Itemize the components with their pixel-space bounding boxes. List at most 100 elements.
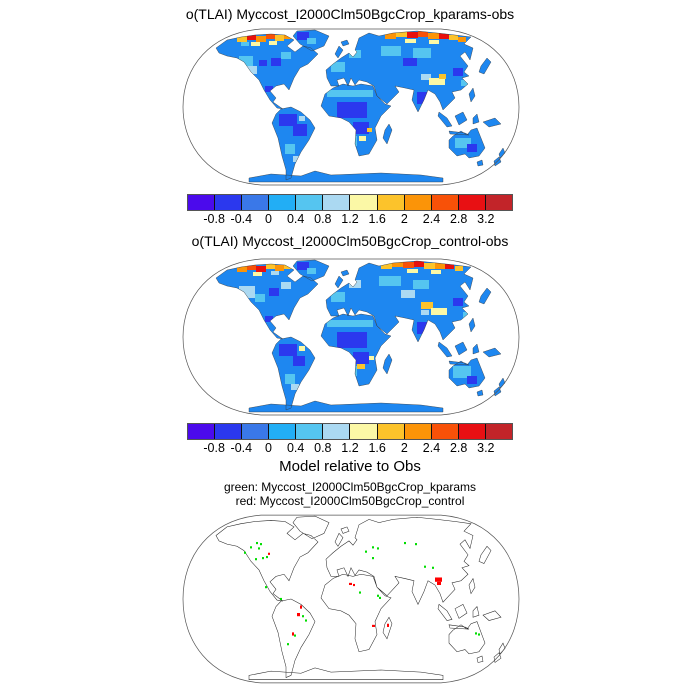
marker [297, 612, 300, 617]
data-cell [255, 294, 265, 302]
data-cell [467, 144, 477, 152]
colorbar-tick-label: -0.4 [230, 441, 253, 455]
data-cell [414, 261, 424, 267]
colorbar-cell [215, 424, 243, 439]
marker [292, 632, 294, 636]
colorbar-tick-label: 0 [265, 441, 272, 455]
marker [359, 591, 361, 594]
colorbar-cell [377, 424, 405, 439]
data-cell [385, 33, 396, 39]
data-cell [337, 102, 367, 118]
colorbar-cell [431, 424, 459, 439]
colorbar-tick-label: 0.4 [286, 441, 305, 455]
legend-green-label: green: Myccost_I2000Clm50BgcCrop_kparams [223, 480, 477, 494]
data-cell [297, 32, 309, 40]
data-cell [307, 268, 316, 274]
data-cell [281, 282, 291, 289]
data-cell [401, 290, 415, 298]
marker [287, 643, 289, 646]
marker [404, 541, 406, 545]
data-cell [245, 304, 250, 308]
data-cell [421, 302, 433, 309]
data-cell [349, 50, 361, 58]
data-cell [379, 276, 401, 286]
data-cell [421, 310, 429, 315]
colorbar-cell [404, 424, 432, 439]
data-cell [449, 35, 458, 40]
colorbar-cell [296, 195, 324, 210]
legend-red-label: red: Myccost_I2000Clm50BgcCrop_control [235, 494, 465, 508]
data-cell [327, 90, 373, 97]
data-cell [247, 263, 256, 270]
colorbar-tick-label: 0.8 [314, 212, 332, 226]
colorbar-tick-label: -0.8 [203, 212, 225, 226]
marker [372, 557, 374, 560]
data-cell [417, 322, 431, 334]
data-cell [291, 384, 299, 390]
data-cell [403, 58, 417, 66]
colorbar-tick-label: 2.8 [449, 441, 468, 455]
marker [262, 557, 264, 560]
data-cell [421, 74, 431, 80]
data-cell [247, 66, 257, 74]
marker [244, 551, 246, 554]
world-map-kparams-minus-obs [182, 28, 520, 186]
colorbar-tick-label: 1.6 [368, 212, 386, 226]
data-cell [353, 352, 369, 364]
data-cell [413, 280, 429, 289]
data-cell [428, 33, 439, 39]
data-cell [299, 346, 305, 351]
panel2-title: o(TLAI) Myccost_I2000Clm50BgcCrop_contro… [191, 233, 509, 249]
marker [250, 546, 252, 549]
data-cell [293, 356, 305, 366]
data-cell [455, 138, 471, 148]
data-cell [381, 263, 392, 269]
data-cell [429, 78, 445, 85]
marker [280, 597, 282, 601]
data-cell [237, 36, 247, 42]
data-cell [405, 39, 416, 43]
marker [260, 543, 262, 546]
colorbar-tick-label: 0.4 [286, 212, 305, 226]
panel3-title: Model relative to Obs [279, 458, 421, 475]
data-cell [271, 271, 279, 275]
colorbar-cell [458, 424, 486, 439]
data-cell [435, 263, 445, 269]
data-cell [247, 33, 256, 40]
colorbar-tick-label: 0.8 [314, 441, 332, 455]
colorbar-cells [187, 423, 513, 440]
data-cell [293, 124, 307, 136]
colorbar-ticks: -0.8 -0.4 0 0.4 0.8 1.2 1.6 2 2.4 2.8 3.2 [187, 440, 513, 456]
data-cell [431, 308, 447, 315]
colorbar-tick-label: 1.2 [341, 212, 359, 226]
data-cell [307, 38, 316, 44]
marker [365, 550, 367, 553]
colorbar-tick-label: 1.2 [341, 441, 359, 455]
colorbar-cell [296, 424, 324, 439]
marker-layer [244, 541, 480, 646]
colorbar-cell [377, 195, 405, 210]
data-cell [429, 40, 439, 44]
marker [372, 546, 374, 549]
marker [435, 577, 442, 582]
colorbar-cell [323, 195, 351, 210]
colorbar-tick-label: 2 [400, 441, 408, 455]
colorbar-cell [404, 195, 432, 210]
marker [353, 583, 355, 587]
data-cell [259, 60, 267, 66]
marker [302, 615, 304, 618]
marker [415, 543, 417, 546]
marker [387, 623, 389, 627]
data-cell [293, 156, 299, 162]
data-cell [275, 35, 284, 41]
data-cell [269, 288, 279, 296]
data-cell [467, 376, 477, 384]
data-cell [266, 33, 275, 39]
colorbar-cell [242, 195, 270, 210]
data-cell-layer [237, 31, 477, 162]
data-cell [418, 31, 428, 37]
data-cell [271, 58, 281, 66]
data-cell [458, 37, 466, 42]
colorbar-tick-label: 2.8 [449, 212, 468, 226]
